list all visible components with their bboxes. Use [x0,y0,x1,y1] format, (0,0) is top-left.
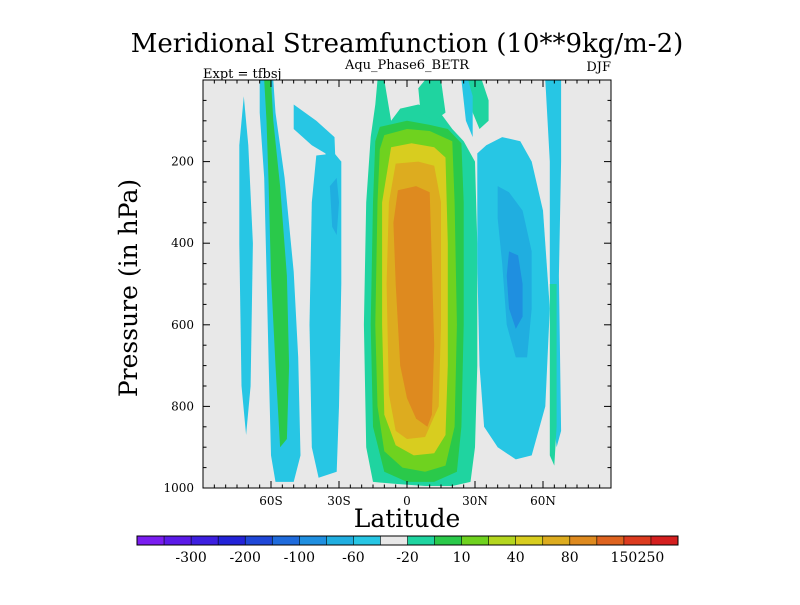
y-tick-label: 600 [171,318,194,332]
colorbar-bin [299,536,327,545]
colorbar-label: 250 [638,550,665,566]
x-tick-label: 0 [403,494,411,508]
colorbar-label: 10 [453,550,471,566]
colorbar-bin [218,536,246,545]
colorbar-bin [542,536,571,545]
colorbar-bin [515,536,544,545]
contour-region-18 [545,80,562,448]
colorbar-bin [353,536,381,545]
y-axis-title: Pressure (in hPa) [114,179,143,397]
contour-region-3 [293,104,337,195]
colorbar-label: -100 [284,550,315,566]
contour-region-0 [239,96,253,436]
contour-region-2 [264,80,290,448]
colorbar-bin [272,536,300,545]
chart-title: Meridional Streamfunction (10**9kg/m-2) [131,29,684,59]
colorbar-bin [191,536,219,545]
y-axis-ticks: 200 400 600 800 1000 [163,99,611,495]
y-tick-label: 1000 [163,481,194,495]
y-tick-label: 200 [171,155,194,169]
x-tick-label: 30S [327,494,351,508]
colorbar-bin [434,536,462,545]
colorbar-bin [596,536,625,545]
colorbar-bin [380,536,408,545]
x-axis-ticks: 60S 30S 0 30N 60N [213,80,601,508]
colorbar-bin [164,536,192,545]
y-tick-label: 800 [171,399,194,413]
contour-region-17 [506,251,523,329]
colorbar-label: -200 [229,550,260,566]
colorbar-bin [488,536,516,545]
chart-subtitle: Aqu_Phase6_BETR [344,58,470,73]
y-tick-label: 400 [171,236,194,250]
colorbar-label: 80 [561,550,579,566]
contour-region-19 [549,284,557,466]
colorbar-bin [650,536,679,545]
x-axis-title: Latitude [354,504,461,533]
colorbar-bin [569,536,598,545]
contour-region-12 [418,80,446,121]
colorbar-label: -60 [342,550,365,566]
colorbar-label: -300 [175,550,206,566]
contour-region-13 [468,80,489,129]
colorbar-bin [407,536,435,545]
colorbar-label: -20 [396,550,419,566]
contour-fill-layer [239,80,562,486]
colorbar-bin [326,536,354,545]
contour-region-11 [393,186,435,427]
colorbar-label: 150 [611,550,638,566]
x-tick-label: 60S [259,494,283,508]
x-tick-label: 30N [462,494,488,508]
colorbar-bin [245,536,273,545]
contour-region-14 [461,80,473,138]
colorbar: -300 -200 -100 -60 -20 10 40 80 150 250 [136,535,679,566]
colorbar-label: 40 [507,550,525,566]
colorbar-bin [137,536,165,545]
x-tick-label: 60N [530,494,556,508]
colorbar-bin [461,536,489,545]
experiment-label: Expt = tfbsj [203,67,282,82]
contour-region-4 [309,153,342,478]
contour-region-5 [329,177,339,235]
season-label: DJF [586,60,611,75]
colorbar-bin [623,536,652,545]
